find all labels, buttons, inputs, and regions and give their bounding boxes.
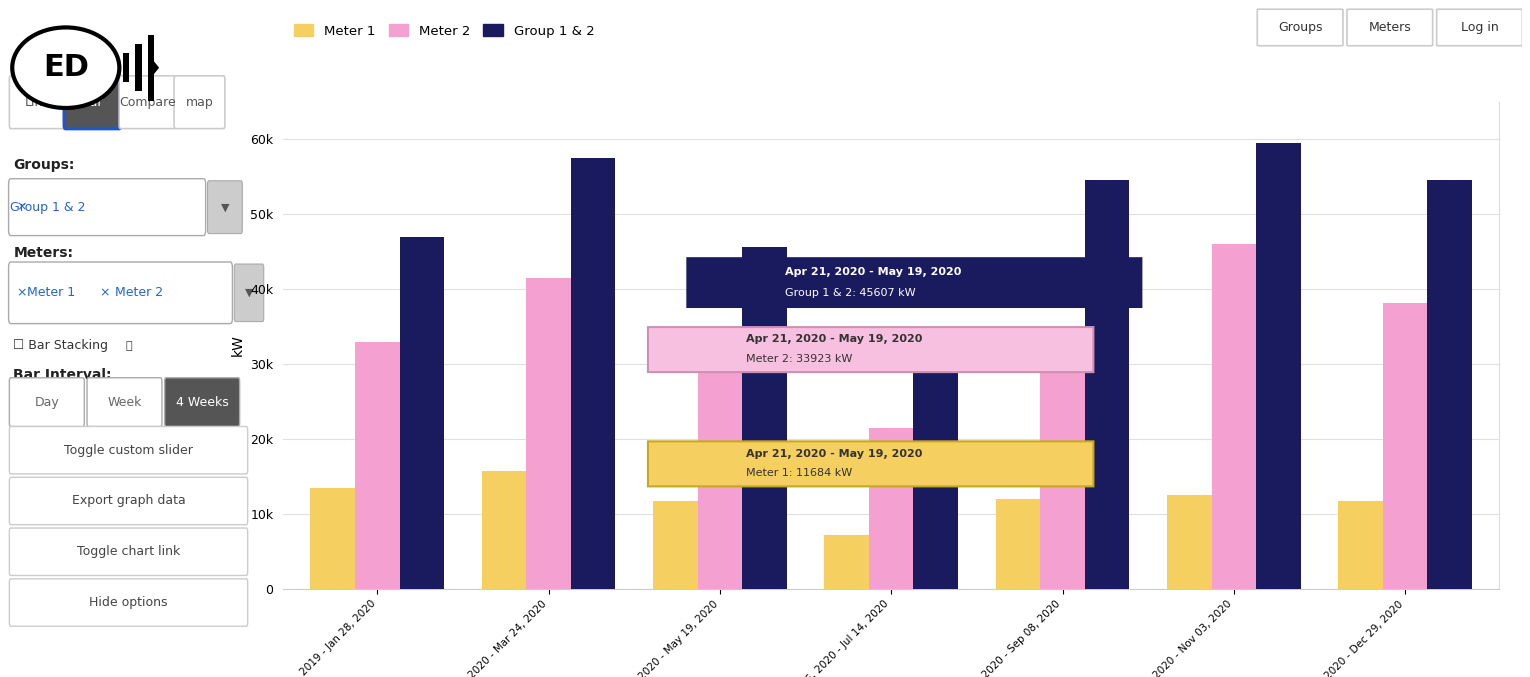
Bar [869,428,913,589]
Ellipse shape [12,28,119,108]
Text: Week: Week [107,395,142,409]
Text: Group 1 & 2: Group 1 & 2 [11,200,86,214]
Text: Line: Line [24,95,50,109]
Bar [742,247,786,589]
FancyBboxPatch shape [165,378,240,427]
Text: ×: × [99,286,110,299]
Text: Bar: Bar [81,95,103,109]
FancyBboxPatch shape [9,528,248,575]
Text: Groups: Groups [1278,20,1322,34]
Text: ▼: ▼ [220,202,230,212]
Bar [147,35,153,101]
Legend: Meter 1, Meter 2, Group 1 & 2: Meter 1, Meter 2, Group 1 & 2 [289,20,598,42]
Bar [825,535,869,589]
Text: Compare: Compare [119,95,176,109]
FancyBboxPatch shape [208,181,242,234]
Text: map: map [185,95,213,109]
Bar [526,278,571,589]
Text: Toggle chart link: Toggle chart link [76,545,181,559]
Text: Meter 2: 33923 kW: Meter 2: 33923 kW [745,354,852,364]
Polygon shape [150,56,159,79]
Bar [482,471,526,589]
Bar [653,502,698,589]
Text: Export graph data: Export graph data [72,494,185,508]
FancyBboxPatch shape [234,264,263,322]
FancyBboxPatch shape [1258,9,1343,46]
Bar [355,341,399,589]
Text: Apr 21, 2020 - May 19, 2020: Apr 21, 2020 - May 19, 2020 [785,267,961,277]
FancyBboxPatch shape [174,76,225,129]
Text: ×: × [17,286,26,299]
FancyBboxPatch shape [9,179,205,236]
FancyBboxPatch shape [119,76,176,129]
Bar [311,487,355,589]
Text: ED: ED [43,53,89,82]
Text: Apr 21, 2020 - May 19, 2020: Apr 21, 2020 - May 19, 2020 [745,449,923,459]
Bar [996,499,1040,589]
Text: Graph Type:: Graph Type: [14,67,107,81]
Text: Day: Day [35,395,60,409]
Bar [913,368,958,589]
Text: Meters:: Meters: [14,246,73,260]
Bar [1427,180,1472,589]
FancyBboxPatch shape [9,76,66,129]
FancyBboxPatch shape [9,579,248,626]
Bar [1339,500,1383,589]
Bar [1256,143,1300,589]
Bar [1085,180,1129,589]
Text: ❓: ❓ [125,341,133,351]
Text: ▼: ▼ [245,288,254,297]
Bar [1383,303,1427,589]
Bar [122,53,129,82]
Text: ×: × [17,200,26,214]
FancyBboxPatch shape [9,262,233,324]
FancyBboxPatch shape [9,378,84,427]
Bar [399,236,444,589]
FancyBboxPatch shape [64,76,121,129]
FancyBboxPatch shape [1437,9,1522,46]
Text: Toggle custom slider: Toggle custom slider [64,443,193,457]
FancyBboxPatch shape [9,427,248,474]
Text: Apr 21, 2020 - May 19, 2020: Apr 21, 2020 - May 19, 2020 [745,334,923,345]
FancyBboxPatch shape [647,441,1094,486]
Text: 4 Weeks: 4 Weeks [176,395,228,409]
Text: Groups:: Groups: [14,158,75,172]
Bar [1212,244,1256,589]
Text: Bar Interval:: Bar Interval: [14,368,112,382]
FancyBboxPatch shape [87,378,162,427]
Text: Group 1 & 2: 45607 kW: Group 1 & 2: 45607 kW [785,288,915,299]
Text: Log in: Log in [1461,20,1498,34]
Text: Meter 2: Meter 2 [115,286,164,299]
Bar [571,158,615,589]
Bar [135,44,141,91]
Bar [698,334,742,589]
Text: Meter 1: Meter 1 [28,286,75,299]
Text: ☐ Bar Stacking: ☐ Bar Stacking [14,338,109,351]
Text: Meters: Meters [1368,20,1411,34]
FancyBboxPatch shape [647,327,1094,372]
FancyBboxPatch shape [9,477,248,525]
Bar [1167,496,1212,589]
Text: Hide options: Hide options [89,596,168,609]
Bar [1040,344,1085,589]
FancyBboxPatch shape [1346,9,1432,46]
Y-axis label: kW: kW [231,334,245,356]
FancyBboxPatch shape [687,258,1141,307]
Text: Meter 1: 11684 kW: Meter 1: 11684 kW [745,468,852,479]
